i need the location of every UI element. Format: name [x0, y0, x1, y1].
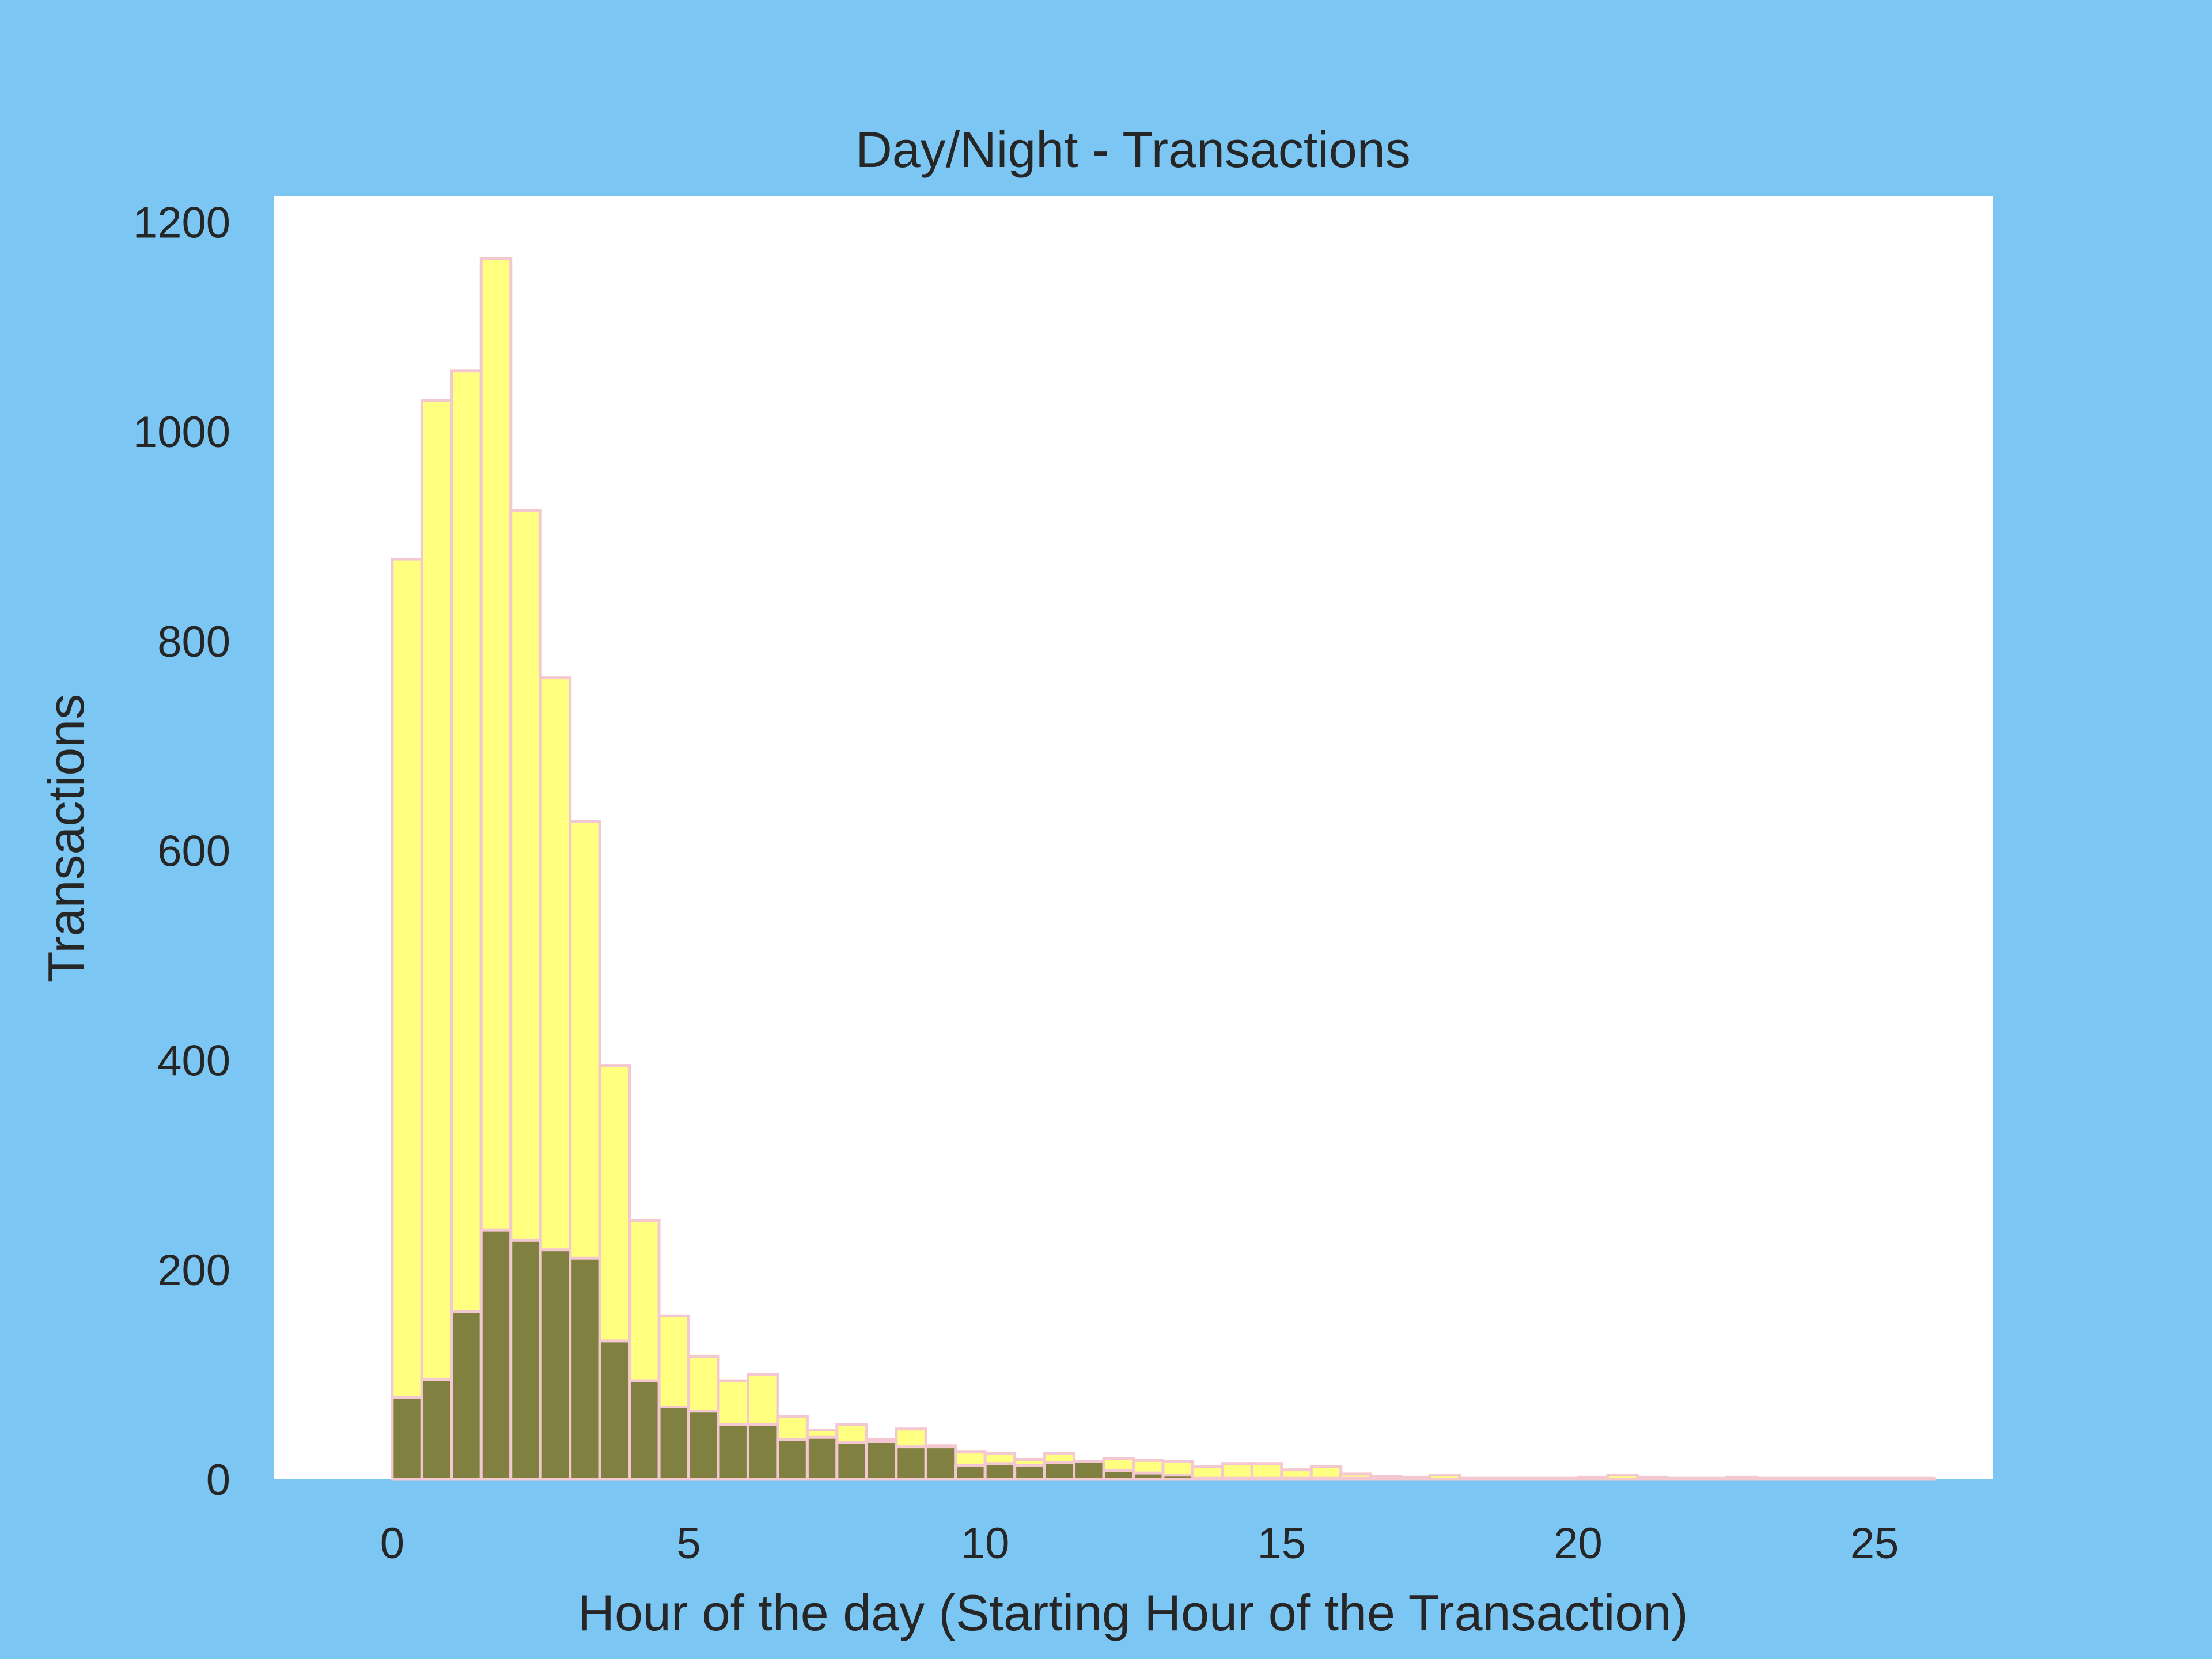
y-tick-label: 800	[157, 618, 230, 666]
histogram-bar-series-2	[1250, 1476, 1283, 1481]
histogram-bar-series-2	[509, 1238, 542, 1481]
y-tick-label: 200	[157, 1246, 230, 1295]
histogram-bar-series-1	[1903, 1476, 1936, 1481]
y-axis-label: Transactions	[37, 694, 94, 983]
histogram-bar-series-1	[1576, 1475, 1609, 1481]
histogram-bar-series-1	[1369, 1475, 1402, 1481]
y-tick-label: 400	[157, 1036, 230, 1085]
histogram-bar-series-2	[1280, 1476, 1313, 1481]
x-tick-label: 15	[1257, 1519, 1306, 1568]
histogram-bar-series-1	[1784, 1476, 1817, 1481]
histogram-bar-series-2	[479, 1228, 513, 1481]
histogram-bar-series-2	[1191, 1476, 1224, 1481]
histogram-bar-series-1	[1873, 1476, 1906, 1481]
histogram-bar-series-1	[1547, 1476, 1580, 1481]
histogram-bar-series-1	[1635, 1475, 1669, 1481]
histogram-bar-series-2	[1073, 1460, 1105, 1481]
histogram-bar-series-1	[1695, 1476, 1728, 1481]
ticks-layer: 0 5 10 15 20 25 0 200 400 600 800 1000 1200	[133, 198, 1899, 1568]
x-tick-label: 0	[380, 1519, 404, 1568]
y-tick-label: 1000	[133, 408, 230, 457]
bars-layer	[391, 257, 1936, 1481]
histogram-bar-series-1	[1606, 1474, 1639, 1481]
histogram-bar-series-1	[391, 558, 423, 1481]
histogram-bar-series-1	[450, 369, 483, 1481]
histogram-bar-series-2	[895, 1445, 927, 1481]
histogram-bar-series-1	[1428, 1474, 1461, 1481]
histogram-bar-series-2	[1221, 1476, 1253, 1481]
histogram-bar-series-2	[1339, 1476, 1372, 1481]
x-tick-label: 5	[676, 1519, 700, 1568]
histogram-bar-series-2	[628, 1379, 661, 1481]
histogram-bar-series-2	[569, 1256, 601, 1481]
histogram-bar-series-2	[717, 1423, 749, 1481]
histogram-bar-series-2	[835, 1441, 868, 1481]
histogram-bar-series-2	[420, 1378, 453, 1481]
histogram-bar-series-2	[1132, 1471, 1165, 1481]
chart-title: Day/Night - Transactions	[855, 121, 1411, 178]
y-tick-label: 1200	[133, 198, 230, 247]
histogram-bar-series-2	[657, 1406, 691, 1481]
histogram-bar-series-2	[776, 1438, 809, 1481]
y-tick-label: 600	[157, 827, 230, 876]
x-tick-label: 20	[1554, 1519, 1603, 1568]
histogram-bar-series-1	[1813, 1476, 1847, 1481]
histogram-bar-series-2	[687, 1410, 720, 1481]
histogram-bar-series-2	[539, 1248, 572, 1481]
histogram-bar-series-2	[1013, 1464, 1046, 1481]
histogram-bar-series-1	[1843, 1476, 1876, 1481]
x-tick-label: 25	[1850, 1519, 1899, 1568]
histogram-bar-series-1	[1487, 1476, 1521, 1481]
histogram-bar-series-2	[1043, 1461, 1076, 1481]
x-tick-label: 10	[961, 1519, 1010, 1568]
histogram-bar-series-2	[746, 1423, 779, 1481]
histogram-bar-series-1	[420, 399, 453, 1481]
histogram-bar-series-2	[924, 1445, 957, 1481]
histogram-bar-series-1	[1399, 1475, 1431, 1481]
histogram-bar-series-2	[450, 1310, 483, 1481]
histogram-bar-series-2	[865, 1440, 898, 1481]
x-axis-label: Hour of the day (Starting Hour of the Tr…	[578, 1584, 1688, 1641]
histogram-bar-series-2	[954, 1464, 987, 1481]
histogram-bar-series-1	[1517, 1476, 1550, 1481]
y-tick-label: 0	[206, 1456, 230, 1505]
histogram-bar-series-1	[1458, 1476, 1491, 1481]
histogram-bar-series-2	[983, 1462, 1017, 1481]
histogram-bar-series-2	[1309, 1476, 1343, 1481]
histogram-bar-series-1	[1754, 1476, 1787, 1481]
histogram-bar-series-2	[598, 1339, 631, 1481]
histogram-bar-series-1	[1725, 1475, 1758, 1481]
histogram-bar-series-2	[1161, 1474, 1194, 1481]
histogram-bar-series-2	[1102, 1469, 1135, 1481]
histogram-bar-series-1	[1665, 1476, 1698, 1481]
histogram-bar-series-2	[391, 1396, 423, 1481]
histogram-bar-series-2	[805, 1435, 839, 1481]
